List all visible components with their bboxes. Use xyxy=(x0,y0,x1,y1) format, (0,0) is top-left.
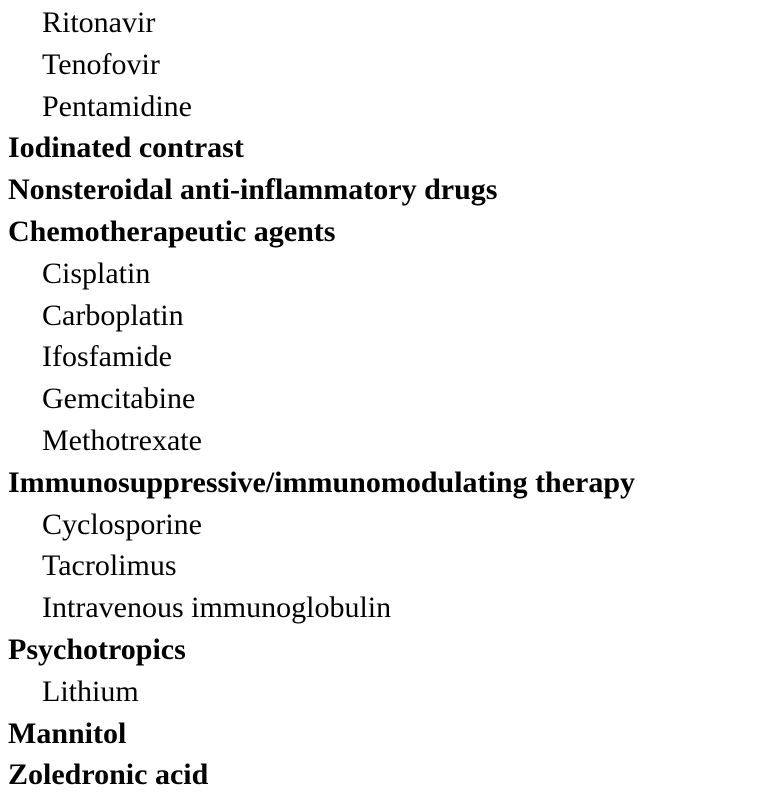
drug-list-item: Lithium xyxy=(42,674,139,708)
drug-list-item: Ritonavir xyxy=(42,6,156,39)
drug-category-heading: Nonsteroidal anti-inflammatory drugs xyxy=(8,173,498,207)
drug-list-item: Tenofovir xyxy=(42,47,160,81)
drug-category-heading: Immunosuppressive/immunomodulating thera… xyxy=(8,465,636,499)
drug-list-item: Gemcitabine xyxy=(42,382,196,416)
drug-list-item: Cyclosporine xyxy=(42,507,202,541)
drug-list-item: Pentamidine xyxy=(42,89,192,123)
drug-category-heading: Zoledronic acid xyxy=(8,758,209,792)
drug-list-item: Cisplatin xyxy=(42,256,151,290)
drug-category-heading: Iodinated contrast xyxy=(8,131,244,165)
drug-list-item: Carboplatin xyxy=(42,298,184,332)
drug-category-heading: Mannitol xyxy=(8,716,127,750)
drug-list-item: Methotrexate xyxy=(42,423,202,457)
drug-list-item: Tacrolimus xyxy=(42,549,177,583)
drug-category-heading: Chemotherapeutic agents xyxy=(8,214,336,248)
drug-category-heading: Psychotropics xyxy=(8,632,186,666)
drug-list: Ritonavir Tenofovir Pentamidine Iodinated c… xyxy=(8,2,635,796)
drug-list-item: Intravenous immunoglobulin xyxy=(42,591,392,625)
drug-list-item: Ifosfamide xyxy=(42,340,172,374)
